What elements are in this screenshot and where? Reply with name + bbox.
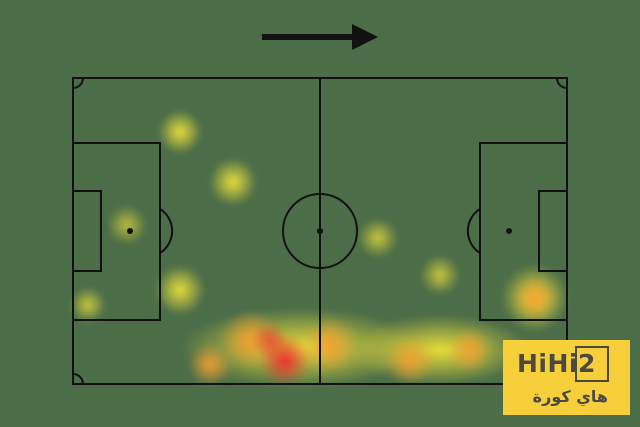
watermark-logo: HiHi2 هاي كورة [503, 340, 630, 415]
logo-frame [575, 346, 609, 382]
logo-arabic-text: هاي كورة [532, 387, 608, 406]
pitch-lines [72, 77, 568, 385]
spots [127, 228, 512, 234]
arrow-right-icon [262, 24, 378, 50]
heat-blobs [70, 110, 569, 388]
logo-text: HiHi2 [517, 349, 596, 378]
